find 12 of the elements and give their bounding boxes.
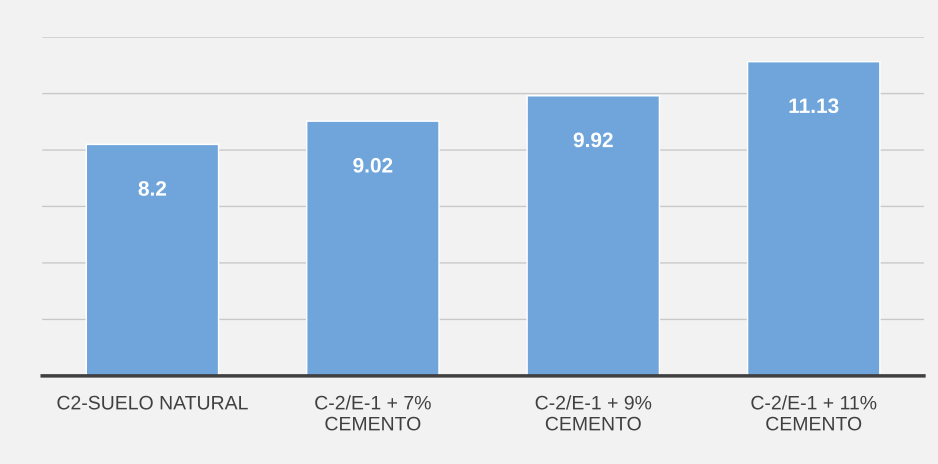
x-tick-label: C-2/E-1 + 11% CEMENTO [751, 395, 876, 431]
x-tick-label: C2-SUELO NATURAL [57, 396, 248, 410]
bar [86, 144, 220, 376]
data-label: 9.02 [353, 158, 392, 173]
x-tick-label: C-2/E-1 + 9% CEMENTO [536, 395, 652, 431]
bar [526, 95, 660, 376]
data-label: 8.2 [138, 181, 166, 196]
bar [306, 120, 440, 376]
data-label: 9.92 [574, 132, 613, 148]
x-tick-label: C-2/E-1 + 7% CEMENTO [315, 395, 431, 431]
bar [746, 60, 881, 376]
data-label: 11.13 [790, 98, 838, 114]
